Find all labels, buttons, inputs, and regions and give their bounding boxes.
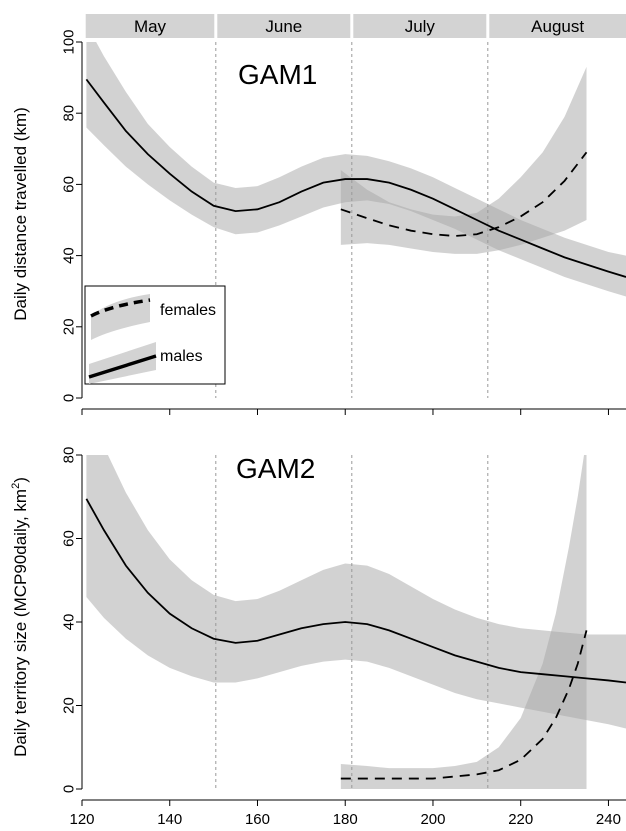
panel-label-gam2: GAM2	[236, 453, 315, 484]
legend-label-females: females	[160, 302, 216, 319]
y-axis-title-gam2-end: )	[11, 477, 30, 483]
gam1-band-females	[340, 66, 587, 254]
gam2-plot-area	[85, 455, 626, 789]
gam1-y-tick-label-60: 60	[60, 176, 77, 193]
month-label-august: August	[531, 17, 584, 36]
gam2-x-tick-label-140: 140	[157, 811, 182, 828]
y-axis-title-gam2: Daily territory size (MCP90daily, km2)	[10, 477, 30, 757]
month-label-june: June	[265, 17, 302, 36]
gam1-y-tick-label-100: 100	[60, 29, 77, 54]
legend-label-males: males	[160, 348, 203, 365]
legend-line-males	[88, 354, 157, 379]
gam1-x-axis	[81, 408, 626, 415]
legend-line-females	[90, 298, 151, 318]
gam2-line-females	[340, 630, 588, 780]
gam2-y-tick-label-60: 60	[60, 530, 77, 547]
month-strip-july	[353, 14, 487, 38]
gam1-y-tick-label-0: 0	[60, 394, 77, 402]
gam2-x-tick-label-220: 220	[508, 811, 533, 828]
gam2-x-tick-label-120: 120	[69, 811, 94, 828]
legend-band-females	[91, 294, 150, 340]
month-label-may: May	[134, 17, 167, 36]
y-axis-title-gam1: Daily distance travelled (km)	[11, 107, 30, 321]
gam2-band-females	[340, 455, 587, 789]
gam2-line-males	[85, 498, 626, 684]
gam2-x-tick-label-160: 160	[245, 811, 270, 828]
gam1-y-tick-label-80: 80	[60, 105, 77, 122]
month-strips: May June July August	[85, 14, 626, 38]
gam1-y-axis: 0 20 40 60 80 100	[60, 29, 83, 402]
gam2-y-tick-label-80: 80	[60, 447, 77, 464]
gam2-y-tick-label-0: 0	[60, 785, 77, 793]
y-axis-title-gam2-sup: 2	[10, 483, 22, 489]
panel-label-gam1: GAM1	[238, 59, 317, 90]
gam2-y-tick-label-40: 40	[60, 614, 77, 631]
gam2-x-tick-label-240: 240	[596, 811, 621, 828]
gam1-line-females	[340, 151, 588, 237]
gam1-y-tick-label-40: 40	[60, 247, 77, 264]
gam2-y-tick-label-20: 20	[60, 697, 77, 714]
month-strip-august	[489, 14, 626, 38]
month-strip-june	[217, 14, 351, 38]
legend: females males	[84, 285, 226, 385]
month-label-july: July	[405, 17, 436, 36]
gam2-band-males	[86, 455, 626, 729]
y-axis-title-gam2-main: Daily territory size (MCP90daily, km	[11, 489, 30, 757]
gam1-y-tick-label-20: 20	[60, 318, 77, 335]
gam2-x-tick-label-200: 200	[420, 811, 445, 828]
gam2-y-axis: 0 20 40 60 80	[60, 447, 83, 793]
gam2-x-axis: 120 140 160 180 200 220 240	[69, 799, 626, 828]
gam1-line-males	[85, 78, 626, 278]
gam2-x-tick-label-180: 180	[333, 811, 358, 828]
month-strip-may	[85, 14, 215, 38]
gam2-panel: 0 20 40 60 80 120 140 160 180 200 220 240	[60, 447, 626, 828]
